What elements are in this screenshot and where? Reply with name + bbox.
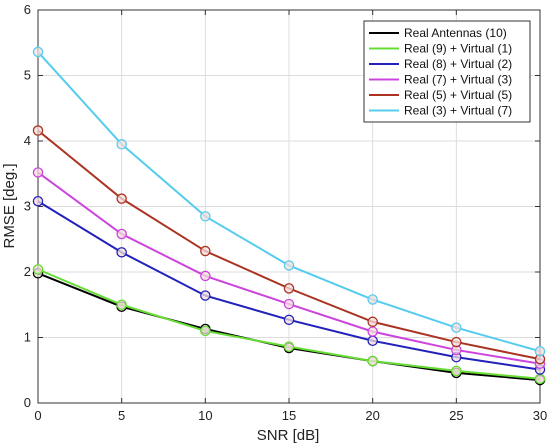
legend-entry: Real (9) + Virtual (1) — [369, 42, 512, 56]
y-tick-label: 5 — [24, 68, 31, 83]
x-tick-label: 25 — [449, 408, 463, 423]
series-2 — [32, 196, 546, 375]
y-tick-label: 6 — [24, 2, 31, 17]
y-tick-label: 1 — [24, 330, 31, 345]
data-point — [367, 316, 378, 328]
x-tick-label: 5 — [118, 408, 125, 423]
y-tick-label: 2 — [24, 264, 31, 279]
x-tick-label: 10 — [198, 408, 212, 423]
data-point — [367, 335, 378, 347]
legend-entry: Real (5) + Virtual (5) — [369, 88, 512, 102]
series-5 — [32, 46, 546, 357]
x-tick-label: 30 — [533, 408, 547, 423]
data-point — [116, 247, 127, 258]
data-point — [116, 228, 127, 240]
data-point — [367, 294, 378, 305]
data-point — [116, 299, 127, 310]
legend: Real Antennas (10) Real (9) + Virtual (1)… — [363, 20, 531, 123]
legend-label: Real (8) + Virtual (2) — [404, 57, 512, 71]
x-axis-label: SNR [dB] — [257, 427, 320, 444]
legend-entry: Real (7) + Virtual (3) — [369, 73, 512, 87]
data-point — [200, 290, 211, 301]
data-point — [367, 326, 378, 337]
series-1 — [32, 264, 546, 385]
y-axis-label: RMSE [deg.] — [1, 163, 18, 248]
x-tick-label: 0 — [34, 408, 41, 423]
legend-entry: Real (8) + Virtual (2) — [369, 57, 512, 71]
data-point — [283, 314, 295, 326]
data-point — [32, 46, 44, 58]
data-point — [32, 125, 44, 136]
data-point — [116, 139, 127, 150]
series-4 — [32, 125, 546, 365]
data-point — [283, 341, 295, 352]
data-point — [451, 365, 462, 377]
legend-label: Real (9) + Virtual (1) — [404, 42, 512, 56]
data-point — [283, 283, 295, 294]
legend-entry: Real (3) + Virtual (7) — [369, 104, 512, 118]
y-tick-label: 4 — [24, 133, 31, 148]
legend-box — [363, 20, 531, 123]
data-point — [451, 322, 462, 333]
y-tick-label: 3 — [24, 199, 31, 214]
legend-label: Real (3) + Virtual (7) — [404, 104, 512, 118]
data-point — [534, 373, 546, 385]
data-point — [32, 264, 44, 275]
data-point — [200, 211, 211, 222]
data-point — [367, 355, 378, 367]
data-point — [200, 325, 211, 337]
data-point — [283, 260, 295, 271]
data-point — [32, 167, 44, 178]
legend-label: Real (5) + Virtual (5) — [404, 88, 512, 102]
data-point — [32, 196, 44, 207]
x-tick-label: 20 — [365, 408, 379, 423]
y-tick-label: 0 — [24, 395, 31, 410]
legend-label: Real Antennas (10) — [404, 26, 507, 40]
data-point — [283, 298, 295, 310]
data-point — [534, 346, 546, 357]
series-group — [32, 46, 546, 386]
data-point — [451, 336, 462, 348]
x-tick-label: 15 — [282, 408, 296, 423]
data-point — [116, 193, 127, 204]
data-point — [200, 270, 211, 282]
data-point — [200, 245, 211, 257]
legend-label: Real (7) + Virtual (3) — [404, 73, 512, 87]
legend-entry: Real Antennas (10) — [369, 26, 507, 40]
